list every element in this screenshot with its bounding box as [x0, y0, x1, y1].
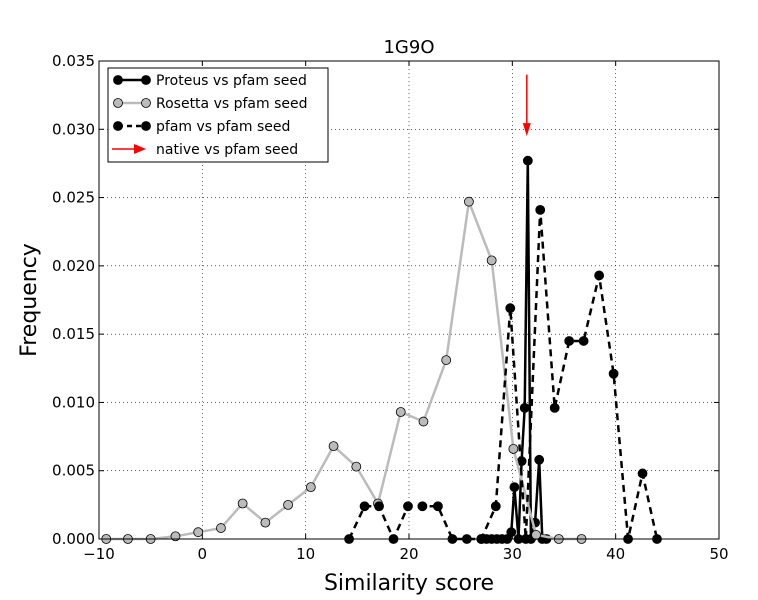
data-point — [417, 501, 428, 512]
y-tick-label: 0.000 — [52, 530, 95, 548]
data-point — [608, 368, 619, 379]
legend-swatch-marker — [113, 98, 123, 108]
data-point — [403, 501, 413, 512]
data-point — [490, 501, 501, 512]
x-tick-label: 30 — [503, 545, 522, 563]
series-line — [106, 200, 582, 541]
legend-swatch-marker — [141, 98, 151, 108]
legend-label: pfam vs pfam seed — [156, 119, 290, 135]
data-point — [441, 355, 452, 365]
data-point — [531, 530, 541, 540]
data-point — [305, 482, 316, 493]
data-point — [464, 196, 474, 207]
x-tick-label: 10 — [296, 545, 315, 563]
data-point — [328, 441, 339, 452]
data-point — [535, 204, 546, 215]
y-tick-label: 0.025 — [52, 189, 95, 207]
legend-item: Proteus vs pfam seed — [113, 73, 307, 89]
data-point — [578, 336, 589, 346]
axis-ticks: −10 0 10 20 30 40 50 0.000 0.005 0.010 0.015 0.020 0… — [52, 52, 729, 563]
data-point — [216, 523, 226, 533]
data-point — [374, 501, 384, 512]
chart-title: 1G9O — [383, 37, 434, 58]
series-line — [347, 208, 659, 541]
x-tick-label: −10 — [83, 545, 115, 563]
data-point — [395, 407, 406, 417]
legend-item: native vs pfam seed — [112, 142, 298, 158]
data-point — [351, 461, 362, 472]
data-point — [509, 482, 520, 493]
x-axis-title: Similarity score — [324, 571, 494, 596]
data-point — [359, 501, 370, 512]
x-tick-label: 50 — [709, 545, 728, 563]
legend-item: pfam vs pfam seed — [113, 119, 290, 135]
legend-label: Rosetta vs pfam seed — [156, 96, 308, 112]
y-tick-label: 0.005 — [52, 462, 95, 480]
y-tick-label: 0.010 — [52, 393, 95, 411]
y-axis-title: Frequency — [17, 243, 42, 357]
data-point — [418, 416, 429, 427]
annotation-group — [522, 74, 531, 137]
arrow-head — [522, 123, 531, 137]
legend-swatch-marker — [113, 75, 123, 85]
y-tick-label: 0.030 — [52, 120, 95, 138]
data-point — [283, 499, 294, 510]
data-point — [506, 527, 517, 538]
legend-swatch-marker — [141, 121, 151, 131]
data-point — [594, 270, 605, 281]
data-point — [549, 402, 560, 413]
y-tick-label: 0.020 — [52, 257, 95, 275]
data-point — [433, 501, 443, 512]
series-3 — [344, 204, 662, 544]
data-point — [522, 155, 533, 166]
legend-item: Rosetta vs pfam seed — [113, 96, 308, 112]
legend-label: Proteus vs pfam seed — [156, 73, 307, 89]
data-point — [508, 443, 519, 454]
data-point — [193, 527, 204, 538]
data-point — [637, 468, 648, 479]
x-tick-label: 20 — [399, 545, 418, 563]
legend-swatch-marker — [141, 75, 151, 85]
legend: Proteus vs pfam seed Rosetta vs pfam seed… — [107, 67, 329, 163]
data-point — [534, 454, 545, 465]
x-tick-label: 40 — [606, 545, 625, 563]
y-tick-label: 0.035 — [52, 52, 95, 70]
data-point — [519, 402, 530, 413]
data-point — [237, 498, 248, 509]
y-tick-label: 0.015 — [52, 325, 95, 343]
x-tick-label: 0 — [198, 545, 208, 563]
data-point — [260, 517, 271, 528]
data-point — [505, 303, 516, 314]
legend-swatch-arrowhead — [134, 144, 146, 154]
legend-label: native vs pfam seed — [156, 142, 298, 158]
legend-swatch-marker — [113, 121, 123, 131]
data-point — [564, 336, 575, 346]
data-point — [486, 255, 497, 266]
native-arrow — [522, 74, 531, 137]
